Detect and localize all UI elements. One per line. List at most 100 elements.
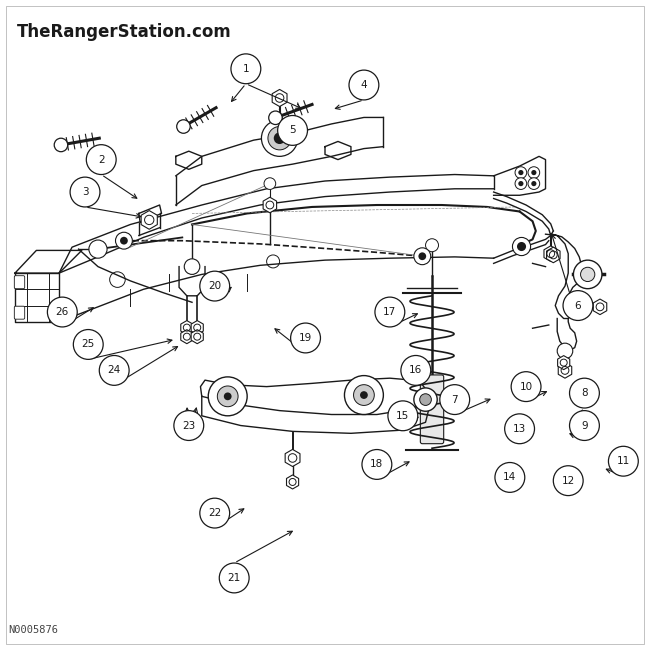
- Circle shape: [388, 401, 418, 431]
- Circle shape: [217, 386, 238, 407]
- Circle shape: [200, 271, 229, 301]
- Circle shape: [200, 498, 229, 528]
- Circle shape: [86, 145, 116, 174]
- Polygon shape: [191, 320, 203, 335]
- Polygon shape: [285, 449, 300, 467]
- Circle shape: [512, 237, 530, 255]
- Text: 12: 12: [562, 476, 575, 486]
- Circle shape: [515, 167, 527, 178]
- Text: 16: 16: [410, 365, 422, 376]
- Circle shape: [528, 167, 540, 178]
- Circle shape: [224, 393, 231, 400]
- Circle shape: [518, 181, 523, 186]
- Circle shape: [184, 259, 200, 274]
- Circle shape: [511, 372, 541, 402]
- Polygon shape: [593, 299, 606, 315]
- Circle shape: [89, 240, 107, 258]
- Circle shape: [120, 237, 128, 244]
- FancyBboxPatch shape: [421, 375, 444, 444]
- Circle shape: [264, 177, 276, 189]
- Text: 13: 13: [513, 424, 526, 434]
- Text: 17: 17: [384, 307, 396, 317]
- Circle shape: [70, 177, 100, 207]
- Circle shape: [414, 388, 437, 411]
- Circle shape: [73, 330, 103, 359]
- Circle shape: [531, 170, 536, 175]
- Circle shape: [580, 267, 595, 281]
- Circle shape: [517, 242, 526, 251]
- Circle shape: [573, 260, 602, 289]
- FancyBboxPatch shape: [14, 276, 25, 289]
- Polygon shape: [547, 247, 560, 263]
- Circle shape: [426, 239, 439, 252]
- Text: 15: 15: [396, 411, 410, 421]
- Text: 5: 5: [289, 125, 296, 135]
- Text: 2: 2: [98, 155, 105, 164]
- Polygon shape: [558, 363, 572, 378]
- Text: 4: 4: [361, 80, 367, 90]
- Circle shape: [518, 170, 523, 175]
- Circle shape: [349, 70, 379, 100]
- Circle shape: [401, 356, 431, 385]
- Text: 22: 22: [208, 508, 222, 518]
- Text: 6: 6: [575, 300, 581, 311]
- Text: 26: 26: [56, 307, 69, 317]
- Polygon shape: [558, 356, 570, 370]
- Circle shape: [563, 291, 593, 320]
- Circle shape: [354, 385, 374, 406]
- Circle shape: [375, 297, 405, 327]
- Text: 19: 19: [299, 333, 312, 343]
- Circle shape: [47, 297, 77, 327]
- Circle shape: [360, 391, 368, 399]
- Text: 7: 7: [451, 395, 458, 404]
- Circle shape: [268, 127, 291, 150]
- Polygon shape: [181, 330, 193, 344]
- Circle shape: [414, 248, 431, 265]
- Polygon shape: [181, 320, 193, 335]
- Polygon shape: [141, 211, 157, 229]
- Circle shape: [268, 111, 282, 125]
- Circle shape: [504, 414, 534, 444]
- Circle shape: [553, 466, 583, 495]
- Polygon shape: [287, 475, 298, 489]
- Circle shape: [274, 133, 285, 144]
- Text: TheRangerStation.com: TheRangerStation.com: [17, 23, 231, 42]
- Circle shape: [116, 232, 133, 249]
- Circle shape: [608, 447, 638, 476]
- Text: 21: 21: [227, 573, 240, 583]
- Circle shape: [261, 120, 298, 157]
- Circle shape: [231, 54, 261, 84]
- Circle shape: [54, 138, 68, 151]
- Circle shape: [278, 116, 307, 146]
- Text: 24: 24: [108, 365, 121, 376]
- Circle shape: [569, 378, 599, 408]
- Circle shape: [208, 377, 247, 416]
- Circle shape: [362, 450, 392, 479]
- Text: 8: 8: [581, 388, 588, 398]
- Circle shape: [291, 323, 320, 353]
- Polygon shape: [544, 246, 558, 261]
- Text: 14: 14: [503, 473, 517, 482]
- Circle shape: [569, 411, 599, 441]
- Circle shape: [557, 343, 573, 359]
- Text: 18: 18: [370, 460, 383, 469]
- Text: 3: 3: [82, 187, 88, 197]
- Circle shape: [528, 177, 540, 189]
- FancyBboxPatch shape: [14, 306, 25, 319]
- Text: 23: 23: [182, 421, 196, 430]
- Circle shape: [531, 181, 536, 186]
- Text: 11: 11: [617, 456, 630, 466]
- Circle shape: [420, 394, 432, 406]
- Polygon shape: [272, 90, 287, 107]
- Polygon shape: [263, 197, 277, 213]
- Text: 9: 9: [581, 421, 588, 430]
- Circle shape: [515, 177, 527, 189]
- Text: N0005876: N0005876: [8, 625, 58, 635]
- Text: 25: 25: [82, 339, 95, 350]
- Circle shape: [177, 120, 190, 133]
- Circle shape: [99, 356, 129, 385]
- Circle shape: [344, 376, 383, 415]
- Circle shape: [419, 252, 426, 260]
- Text: 1: 1: [242, 64, 249, 74]
- Circle shape: [219, 563, 249, 593]
